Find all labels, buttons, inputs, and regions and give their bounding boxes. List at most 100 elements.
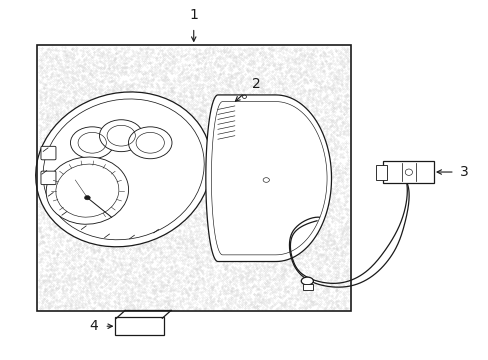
Point — [281, 269, 289, 275]
Point — [99, 273, 106, 279]
Point — [68, 114, 76, 120]
Point — [147, 184, 155, 190]
Point — [227, 306, 235, 312]
Point — [102, 234, 110, 240]
Point — [87, 268, 95, 274]
Point — [299, 126, 306, 131]
Point — [318, 227, 325, 233]
Point — [301, 298, 309, 303]
Point — [119, 195, 126, 201]
Point — [271, 82, 279, 88]
Point — [270, 140, 278, 146]
Point — [57, 199, 65, 205]
Point — [294, 177, 302, 183]
Point — [133, 100, 141, 106]
Point — [332, 69, 340, 75]
Point — [302, 294, 310, 300]
Point — [334, 162, 342, 168]
Point — [286, 92, 294, 98]
Point — [45, 177, 53, 183]
Point — [96, 98, 104, 104]
Point — [98, 59, 106, 65]
Point — [39, 53, 46, 59]
Point — [193, 147, 201, 152]
Point — [317, 100, 325, 106]
Point — [154, 139, 162, 144]
Point — [312, 176, 320, 182]
Point — [50, 118, 58, 124]
Point — [100, 199, 107, 204]
Point — [183, 75, 190, 81]
Point — [188, 161, 196, 167]
Point — [76, 276, 83, 282]
Point — [264, 214, 272, 220]
Point — [220, 286, 228, 292]
Point — [100, 113, 107, 119]
Point — [56, 209, 63, 215]
Point — [273, 67, 281, 72]
Point — [123, 115, 131, 121]
Point — [253, 144, 261, 149]
Point — [233, 289, 241, 295]
Point — [293, 240, 301, 246]
Point — [83, 78, 91, 84]
Point — [63, 64, 71, 70]
Point — [248, 226, 256, 232]
Point — [332, 255, 340, 261]
Point — [129, 241, 137, 247]
Point — [138, 264, 146, 269]
Point — [41, 304, 49, 310]
Point — [334, 85, 342, 91]
Point — [127, 107, 135, 112]
Point — [281, 89, 289, 95]
Point — [82, 75, 90, 81]
Point — [165, 109, 173, 115]
Point — [232, 291, 240, 297]
Point — [330, 249, 338, 255]
Point — [220, 249, 228, 255]
Point — [319, 84, 327, 89]
Point — [287, 257, 295, 263]
Point — [339, 99, 347, 105]
Point — [161, 85, 169, 91]
Point — [226, 279, 234, 285]
Point — [285, 240, 293, 246]
Point — [158, 223, 165, 229]
Point — [128, 114, 136, 120]
Point — [246, 276, 254, 282]
Point — [297, 57, 305, 63]
Point — [238, 160, 245, 166]
Point — [265, 162, 273, 168]
Point — [262, 168, 269, 174]
Point — [90, 239, 98, 244]
Point — [171, 247, 179, 253]
Point — [274, 146, 282, 152]
Point — [142, 49, 150, 55]
Point — [77, 188, 85, 193]
Point — [143, 181, 151, 186]
Point — [173, 262, 181, 268]
Point — [257, 239, 264, 245]
Point — [80, 196, 87, 202]
Point — [290, 198, 298, 203]
Point — [311, 256, 319, 261]
Point — [105, 232, 113, 238]
Point — [233, 235, 241, 240]
Point — [146, 60, 154, 66]
Point — [103, 108, 111, 114]
Point — [67, 209, 75, 215]
Point — [296, 172, 304, 178]
Point — [324, 251, 332, 257]
Point — [328, 173, 336, 179]
Point — [324, 249, 332, 255]
Point — [66, 272, 74, 278]
Point — [247, 82, 255, 88]
Point — [98, 106, 105, 112]
Point — [301, 144, 308, 149]
Point — [272, 67, 280, 72]
Point — [41, 192, 49, 198]
Point — [194, 285, 202, 291]
Point — [333, 275, 341, 280]
Point — [294, 148, 302, 154]
Point — [278, 168, 285, 174]
